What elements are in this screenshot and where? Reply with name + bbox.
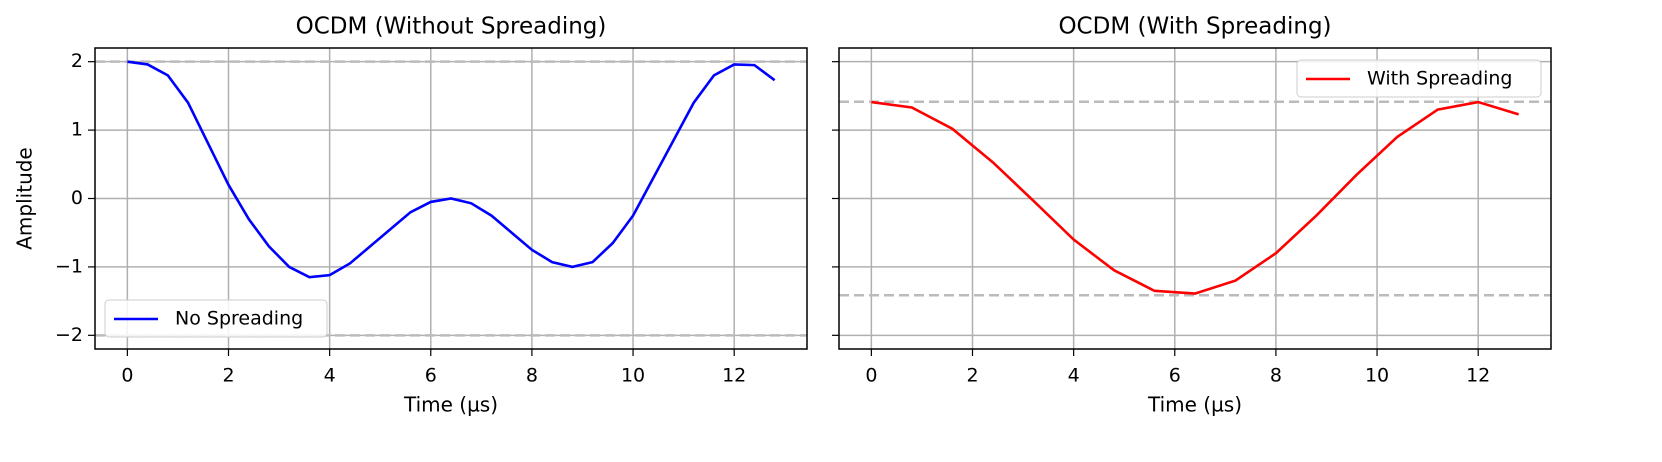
x-tick-label: 10: [621, 365, 645, 387]
line: [871, 100, 1520, 295]
legend-box: [104, 299, 328, 338]
legend-label: With Spreading: [1367, 68, 1512, 90]
legend-box: [1296, 59, 1542, 98]
y-tick-label: 1: [71, 119, 83, 141]
plot-frame: [94, 47, 808, 350]
x-axis-label: Time (µs): [1147, 393, 1242, 417]
y-tick-label: −2: [55, 324, 83, 346]
x-tick-label: 2: [966, 365, 978, 387]
x-tick-label: 12: [1466, 365, 1490, 387]
y-tick-label: 0: [71, 187, 83, 209]
x-tick-label: 4: [324, 365, 336, 387]
x-tick-label: 8: [1270, 365, 1282, 387]
y-tick-label: −1: [55, 255, 83, 277]
x-tick-label: 6: [1169, 365, 1181, 387]
chart-title: OCDM (With Spreading): [1058, 14, 1331, 40]
x-tick-label: 10: [1365, 365, 1389, 387]
line: [127, 60, 776, 279]
x-tick-label: 4: [1068, 365, 1080, 387]
x-tick-label: 0: [865, 365, 877, 387]
y-tick-label: 2: [71, 50, 83, 72]
chart-title: OCDM (Without Spreading): [296, 14, 607, 40]
y-axis-label: Amplitude: [13, 147, 37, 250]
legend-label: No Spreading: [175, 308, 303, 330]
legend: No Spreading: [104, 299, 328, 338]
legend: With Spreading: [1296, 59, 1542, 98]
plot-frame: [838, 47, 1552, 350]
x-tick-label: 0: [121, 365, 133, 387]
x-tick-label: 8: [526, 365, 538, 387]
x-tick-label: 2: [222, 365, 234, 387]
x-tick-label: 12: [722, 365, 746, 387]
x-axis-label: Time (µs): [403, 393, 498, 417]
x-tick-label: 6: [425, 365, 437, 387]
